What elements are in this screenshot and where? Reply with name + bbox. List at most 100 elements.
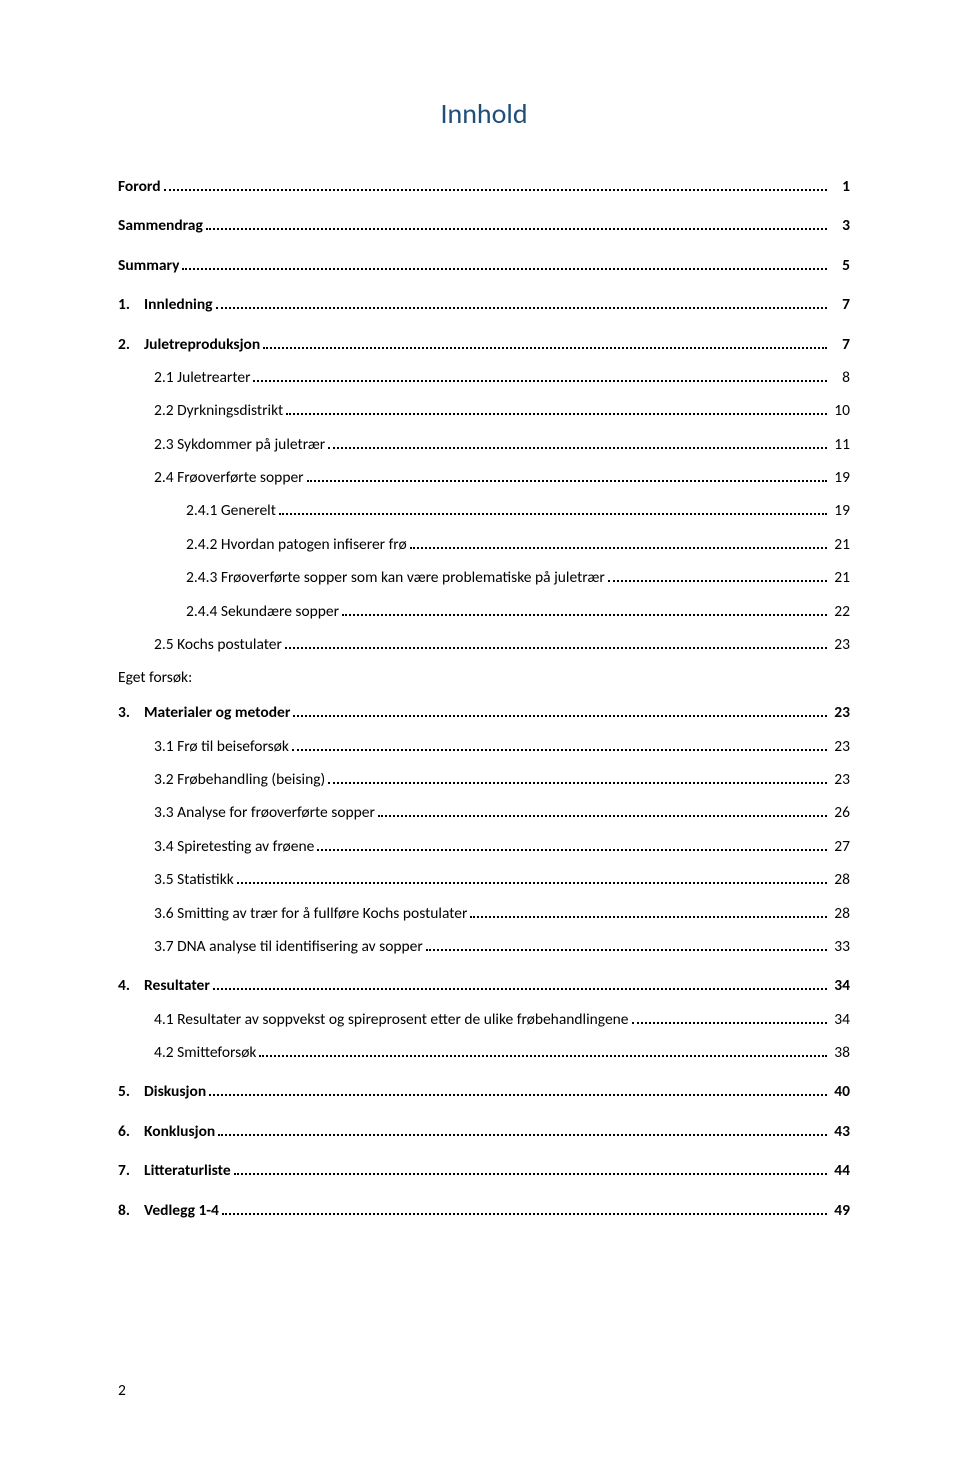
toc-entry-page: 11 [830, 435, 850, 454]
toc-entry-page: 23 [830, 703, 850, 722]
toc-leader [608, 570, 827, 582]
toc-entry-page: 1 [830, 177, 850, 196]
toc-entry[interactable]: 2.2 Dyrkningsdistrikt10 [154, 401, 850, 420]
toc-leader [632, 1011, 827, 1023]
page: Innhold Forord 1 Sammendrag3 Summary 5 1. Inn… [0, 0, 960, 1220]
toc-leader [307, 470, 827, 482]
toc-entry[interactable]: Sammendrag3 [118, 216, 850, 235]
toc-leader [164, 179, 827, 191]
toc-entry-label: 5. Diskusjon [118, 1082, 206, 1101]
toc-entry-page: 23 [830, 737, 850, 756]
toc-leader [182, 257, 827, 269]
toc-entry-page: 23 [830, 770, 850, 789]
toc-entry-label: 2.5 Kochs postulater [154, 635, 282, 654]
toc-leader [378, 805, 827, 817]
toc-entry[interactable]: 3.5 Statistikk 28 [154, 870, 850, 889]
toc-entry-label: 2.4 Frøoverførte sopper [154, 468, 304, 487]
toc-entry-label: 4.2 Smitteforsøk [154, 1043, 256, 1062]
toc-entry[interactable]: 5. Diskusjon 40 [118, 1082, 850, 1101]
toc-entry-label: 7. Litteraturliste [118, 1161, 231, 1180]
toc-leader [342, 603, 827, 615]
toc-entry[interactable]: 2.4.3 Frøoverførte sopper som kan være p… [186, 568, 850, 587]
toc-leader [426, 938, 827, 950]
toc-entry-page: 40 [830, 1082, 850, 1101]
toc-entry[interactable]: 2.3 Sykdommer på juletrær 11 [154, 435, 850, 454]
toc-entry-page: 43 [830, 1122, 850, 1141]
toc-entry[interactable]: 3.1 Frø til beiseforsøk 23 [154, 737, 850, 756]
toc-entry[interactable]: 3. Materialer og metoder 23 [118, 703, 850, 722]
toc-leader [410, 536, 827, 548]
toc-list: Forord1Sammendrag3Summary51. Innledning7… [118, 177, 850, 1220]
toc-entry[interactable]: 2. Juletreproduksjon 7 [118, 335, 850, 354]
toc-entry[interactable]: 3.6 Smitting av trær for å fullføre Koch… [154, 904, 850, 923]
toc-entry-page: 49 [830, 1201, 850, 1220]
toc-entry-label: 3.5 Statistikk [154, 870, 234, 889]
toc-entry[interactable]: 3.4 Spiretesting av frøene27 [154, 837, 850, 856]
toc-entry-page: 22 [830, 602, 850, 621]
toc-entry[interactable]: 2.4.4 Sekundære sopper 22 [186, 602, 850, 621]
toc-leader [234, 1163, 827, 1175]
toc-entry-page: 7 [830, 335, 850, 354]
toc-entry-label: 2.1 Juletrearter [154, 368, 250, 387]
toc-leader [263, 336, 827, 348]
toc-leader [209, 1084, 827, 1096]
toc-entry-page: 21 [830, 535, 850, 554]
toc-entry-page: 23 [830, 635, 850, 654]
toc-entry-label: 8. Vedlegg 1-4 [118, 1201, 219, 1220]
toc-entry[interactable]: 4.2 Smitteforsøk 38 [154, 1043, 850, 1062]
toc-entry[interactable]: 3.3 Analyse for frøoverførte sopper 26 [154, 803, 850, 822]
toc-entry-page: 3 [830, 216, 850, 235]
toc-leader [213, 978, 827, 990]
toc-leader [292, 738, 827, 750]
toc-leader [470, 905, 827, 917]
toc-entry[interactable]: 3.2 Frøbehandling (beising)23 [154, 770, 850, 789]
toc-entry-label: 4. Resultater [118, 976, 210, 995]
toc-entry[interactable]: 2.5 Kochs postulater 23 [154, 635, 850, 654]
toc-entry[interactable]: 4. Resultater34 [118, 976, 850, 995]
toc-entry[interactable]: 1. Innledning7 [118, 295, 850, 314]
toc-entry-label: 3.1 Frø til beiseforsøk [154, 737, 289, 756]
toc-entry-label: 2.4.4 Sekundære sopper [186, 602, 339, 621]
toc-entry-label: 2.4.2 Hvordan patogen infiserer frø [186, 535, 407, 554]
toc-leader [259, 1045, 827, 1057]
toc-entry[interactable]: Summary 5 [118, 256, 850, 275]
toc-entry[interactable]: 2.4.1 Generelt19 [186, 501, 850, 520]
toc-entry-label: 2.2 Dyrkningsdistrikt [154, 401, 283, 420]
toc-leader [222, 1202, 827, 1214]
toc-entry-label: 2.3 Sykdommer på juletrær [154, 435, 325, 454]
toc-entry-page: 5 [830, 256, 850, 275]
toc-entry[interactable]: 8. Vedlegg 1-4 49 [118, 1201, 850, 1220]
toc-entry-label: 2.4.3 Frøoverførte sopper som kan være p… [186, 568, 605, 587]
toc-entry-label: 3.3 Analyse for frøoverførte sopper [154, 803, 375, 822]
toc-entry-page: 26 [830, 803, 850, 822]
toc-entry[interactable]: 4.1 Resultater av soppvekst og spirepros… [154, 1010, 850, 1029]
toc-leader [328, 772, 827, 784]
toc-entry[interactable]: 6. Konklusjon43 [118, 1122, 850, 1141]
toc-entry-label: 4.1 Resultater av soppvekst og spirepros… [154, 1010, 629, 1029]
toc-entry-label: 1. Innledning [118, 295, 213, 314]
toc-entry-page: 21 [830, 568, 850, 587]
toc-leader [216, 297, 828, 309]
toc-entry-label: 3. Materialer og metoder [118, 703, 290, 722]
toc-entry[interactable]: 2.4.2 Hvordan patogen infiserer frø 21 [186, 535, 850, 554]
toc-entry[interactable]: 2.1 Juletrearter 8 [154, 368, 850, 387]
toc-leader [328, 436, 827, 448]
toc-entry-page: 28 [830, 870, 850, 889]
toc-entry[interactable]: 3.7 DNA analyse til identifisering av so… [154, 937, 850, 956]
toc-entry-label: Forord [118, 177, 161, 196]
toc-entry-page: 38 [830, 1043, 850, 1062]
toc-entry[interactable]: 2.4 Frøoverførte sopper 19 [154, 468, 850, 487]
toc-entry[interactable]: Forord 1 [118, 177, 850, 196]
toc-title: Innhold [440, 96, 527, 131]
toc-entry-page: 34 [830, 1010, 850, 1029]
toc-entry-label: 2. Juletreproduksjon [118, 335, 260, 354]
toc-title-container: Innhold [118, 96, 850, 131]
toc-entry[interactable]: 7. Litteraturliste44 [118, 1161, 850, 1180]
toc-entry-label: Summary [118, 256, 179, 275]
toc-entry-page: 19 [830, 468, 850, 487]
toc-leader [317, 838, 827, 850]
toc-entry-label: 2.4.1 Generelt [186, 501, 276, 520]
toc-entry-page: 8 [830, 368, 850, 387]
toc-leader [237, 872, 827, 884]
toc-leader [285, 636, 827, 648]
